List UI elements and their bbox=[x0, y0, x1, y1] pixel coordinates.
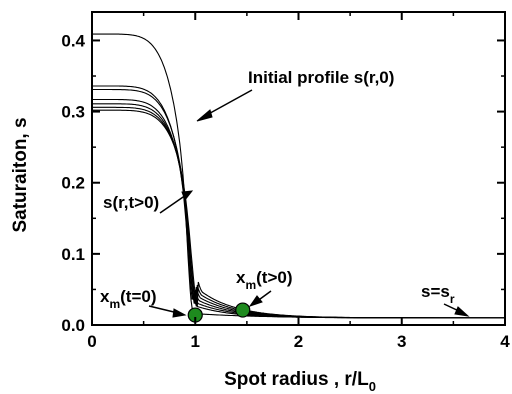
y-tick-label: 0.4 bbox=[61, 31, 85, 50]
arrowhead-later bbox=[181, 190, 194, 202]
series-line-7 bbox=[92, 109, 505, 319]
y-axis-title: Saturaiton, s bbox=[10, 117, 31, 232]
annotation-xm-tgt0: xm(t>0) bbox=[236, 268, 293, 292]
marker-xm-2 bbox=[235, 302, 251, 318]
arrow-later bbox=[159, 194, 187, 214]
annotation-later-profile: s(r,t>0) bbox=[103, 193, 159, 212]
x-axis-title: Spot radius , r/L0 bbox=[224, 369, 376, 394]
annotation-s-equals-sr: s=sr bbox=[421, 282, 455, 306]
arrowhead-sr bbox=[454, 306, 470, 317]
arrowhead-xm-t0 bbox=[172, 308, 187, 318]
axis-ticks: 0 1 2 3 4 0.0 0.1 0.2 0.3 0.4 bbox=[61, 12, 510, 351]
annotations: Initial profile s(r,0) s(r,t>0) xm(t=0) … bbox=[100, 68, 470, 318]
y-tick-label: 0.1 bbox=[61, 245, 85, 264]
x-tick-label: 0 bbox=[87, 332, 96, 351]
y-tick-label: 0.0 bbox=[61, 316, 85, 335]
x-tick-label: 1 bbox=[191, 332, 200, 351]
plot-area bbox=[91, 11, 506, 326]
x-tick-label: 3 bbox=[397, 332, 406, 351]
x-tick-label: 2 bbox=[294, 332, 303, 351]
annotation-initial-profile: Initial profile s(r,0) bbox=[248, 68, 394, 87]
arrowhead-initial bbox=[196, 109, 213, 122]
x-tick-label: 4 bbox=[500, 332, 510, 351]
arrows bbox=[148, 89, 470, 318]
annotation-xm-t0: xm(t=0) bbox=[100, 287, 157, 311]
y-tick-label: 0.2 bbox=[61, 174, 85, 193]
arrowhead-xm-tgt0 bbox=[248, 295, 263, 307]
plot-frame bbox=[91, 11, 506, 326]
y-tick-label: 0.3 bbox=[61, 103, 85, 122]
